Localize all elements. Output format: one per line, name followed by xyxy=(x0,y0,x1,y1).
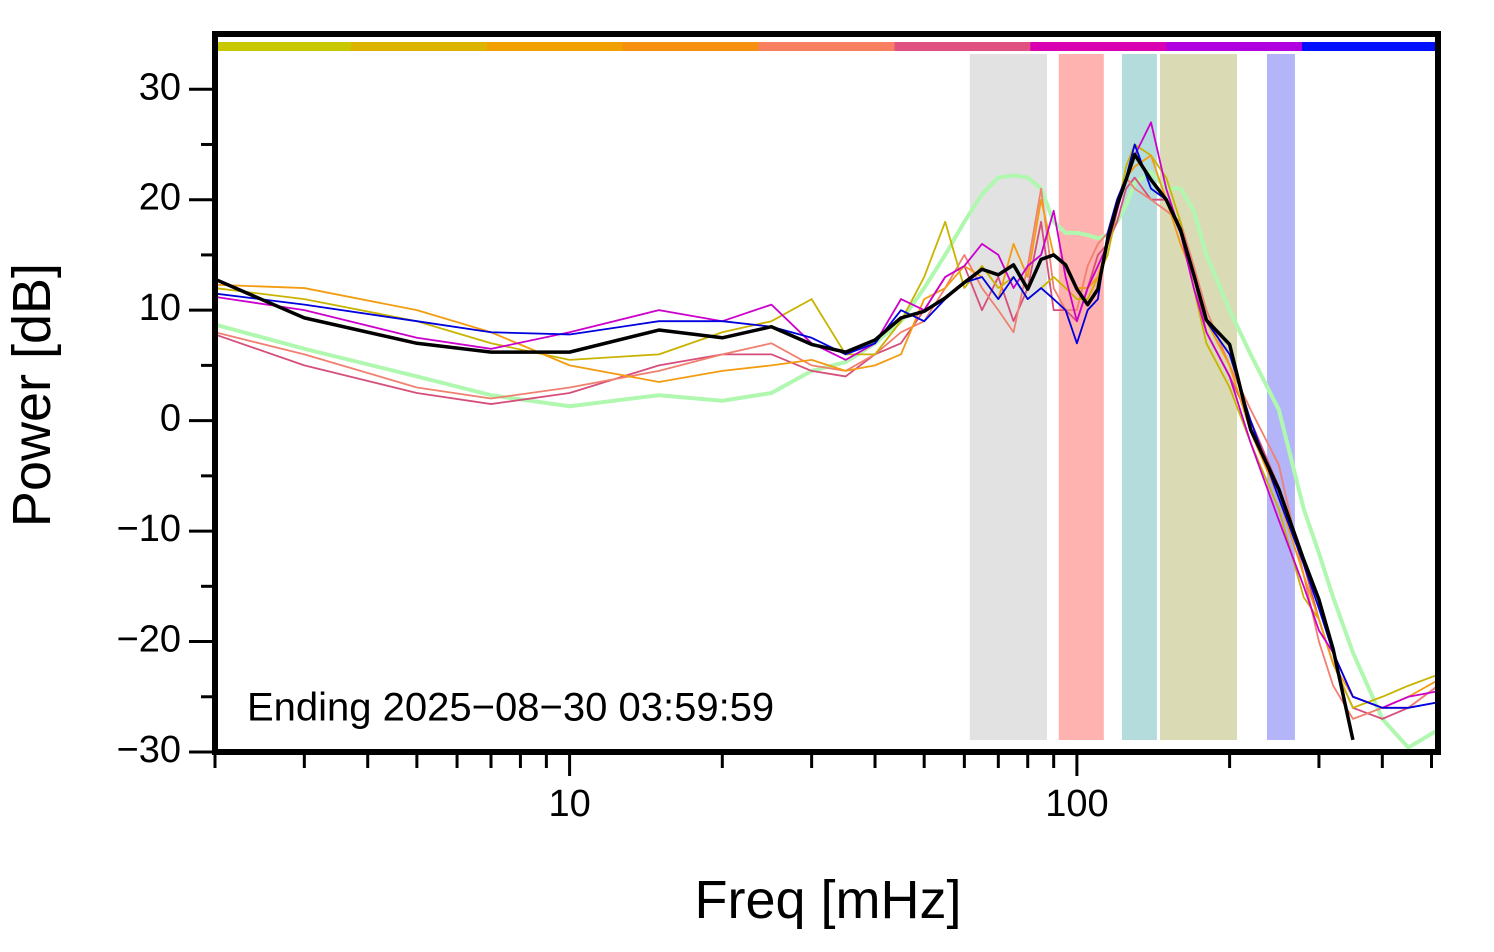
band xyxy=(1159,54,1237,740)
series-line xyxy=(215,152,1355,741)
annotation: Ending 2025−08−30 03:59:59 xyxy=(247,686,774,730)
top-bar xyxy=(215,42,1439,51)
plot-frame xyxy=(212,31,1441,755)
x-tick-label: 10 xyxy=(548,783,590,825)
top-bar-segment xyxy=(1166,42,1303,51)
x-tick-label: 100 xyxy=(1045,783,1108,825)
top-bar-segment xyxy=(215,42,352,51)
top-bar-segment xyxy=(894,42,1031,51)
y-tick-label: 20 xyxy=(139,177,181,219)
series-line xyxy=(215,176,1438,720)
series-line xyxy=(215,143,1438,709)
series-line xyxy=(215,121,1438,709)
series-line xyxy=(215,170,1438,750)
top-bar-segment xyxy=(622,42,760,51)
top-bar-segment xyxy=(350,42,488,51)
series-line xyxy=(215,176,1438,720)
y-axis-label: Power [dB] xyxy=(2,263,62,527)
y-tick-label: 30 xyxy=(139,66,181,108)
y-tick-label: −30 xyxy=(117,729,181,771)
y-tick-label: −20 xyxy=(117,619,181,661)
band xyxy=(1058,54,1104,740)
y-tick-label: 10 xyxy=(139,287,181,329)
top-bar-segment xyxy=(1030,42,1167,51)
series-line xyxy=(215,143,1438,709)
axes: −30 −20 −10 0 10 20 30 10 100 xyxy=(117,66,1433,825)
top-bar-segment xyxy=(758,42,895,51)
x-axis-label: Freq [mHz] xyxy=(694,870,961,930)
lines xyxy=(215,121,1438,750)
band xyxy=(969,54,1047,740)
y-tick-label: −10 xyxy=(117,508,181,550)
top-bar-segment xyxy=(1302,42,1439,51)
y-tick-label: 0 xyxy=(160,398,181,440)
top-bar-segment xyxy=(486,42,624,51)
